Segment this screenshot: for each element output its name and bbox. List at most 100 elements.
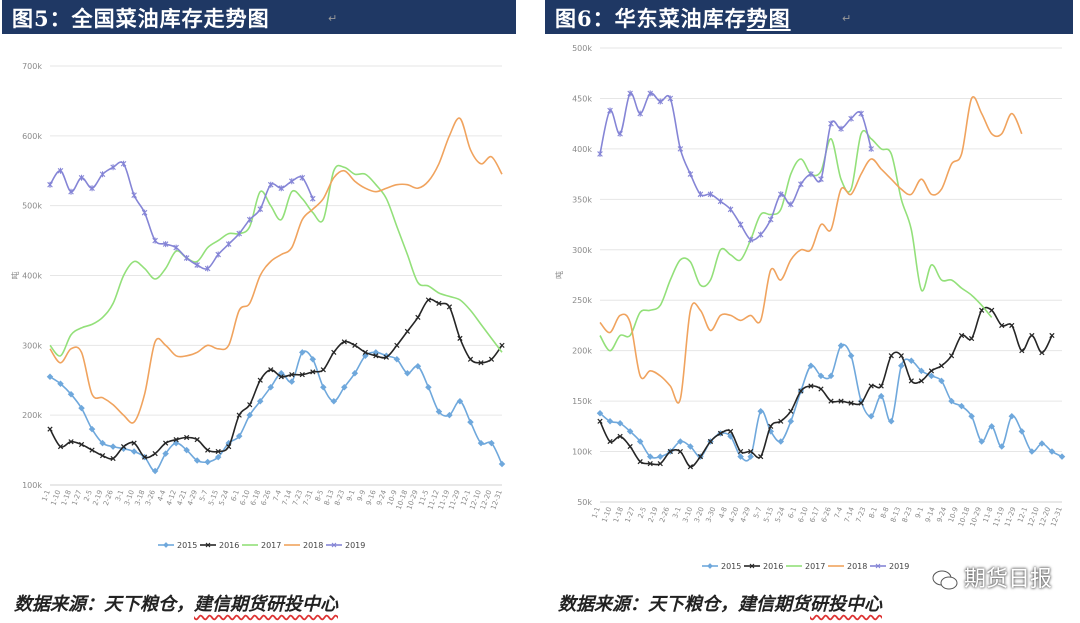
legend-label: 2016 xyxy=(219,541,239,550)
data-point xyxy=(67,390,75,398)
x-tick-label: 5-7 xyxy=(198,489,209,502)
y-tick-label: 700k xyxy=(22,62,42,71)
x-tick-label: 3-1 xyxy=(671,506,682,519)
x-tick-label: 8-23 xyxy=(901,506,914,524)
data-point xyxy=(607,438,613,445)
data-point xyxy=(47,181,53,188)
data-point xyxy=(257,206,264,213)
data-point xyxy=(89,447,95,453)
data-point xyxy=(747,453,754,460)
data-point xyxy=(888,418,895,425)
x-tick-label: 4-29 xyxy=(739,506,752,524)
x-tick-label: 7-4 xyxy=(272,488,284,502)
data-point xyxy=(737,448,744,455)
x-tick-label: 6-26 xyxy=(820,505,833,523)
data-point xyxy=(446,304,453,310)
data-point xyxy=(268,367,274,373)
x-tick-label: 4-4 xyxy=(156,488,168,502)
data-point xyxy=(597,418,603,424)
data-point xyxy=(78,174,85,181)
data-point xyxy=(278,185,285,192)
data-point xyxy=(173,244,179,251)
y-tick-label: 150k xyxy=(572,397,592,406)
data-point xyxy=(120,160,127,167)
legend: 2015 2016 2017 2018 2019 xyxy=(702,562,909,571)
y-tick-label: 100k xyxy=(572,448,592,457)
data-point xyxy=(597,150,603,157)
data-point xyxy=(968,412,975,420)
data-point xyxy=(657,453,664,460)
x-tick-label: 8-8 xyxy=(879,506,890,519)
data-point xyxy=(838,125,844,132)
data-point xyxy=(878,383,884,389)
data-point xyxy=(99,171,106,178)
data-point xyxy=(173,436,179,443)
data-point xyxy=(499,342,505,348)
data-point xyxy=(457,335,463,341)
data-point xyxy=(288,378,296,385)
data-point xyxy=(478,360,484,366)
data-point xyxy=(717,198,724,205)
x-tick-label: 2-5 xyxy=(82,489,93,502)
data-point xyxy=(204,265,211,272)
data-point xyxy=(808,171,814,178)
data-point xyxy=(152,237,158,244)
data-point xyxy=(194,436,200,443)
x-tick-label: 8-1 xyxy=(868,506,879,519)
data-point xyxy=(647,90,654,97)
data-point xyxy=(352,342,358,348)
data-point xyxy=(737,453,744,460)
data-point xyxy=(617,130,623,137)
legend: 2015 2016 2017 2018 2019 xyxy=(158,541,365,550)
data-point xyxy=(267,181,274,188)
data-point xyxy=(247,402,253,408)
data-point xyxy=(758,453,764,460)
data-point xyxy=(707,438,714,445)
data-source: 数据来源：天下粮仓，建信期货研投中心 xyxy=(14,590,338,616)
data-point xyxy=(867,412,875,420)
data-point xyxy=(310,195,316,202)
x-tick-label: 4-8 xyxy=(718,506,729,519)
data-point xyxy=(1009,322,1015,329)
data-point xyxy=(456,397,464,405)
x-tick-label: 1-1 xyxy=(40,489,51,502)
data-point xyxy=(267,383,274,391)
legend-label: 2018 xyxy=(303,541,323,550)
data-point xyxy=(687,171,694,178)
y-tick-label: 350k xyxy=(572,195,592,204)
data-point xyxy=(807,362,815,370)
data-point xyxy=(979,307,985,313)
data-point xyxy=(351,370,359,377)
data-point xyxy=(498,460,506,468)
x-tick-label: 1-27 xyxy=(624,506,637,524)
data-point xyxy=(989,307,995,313)
data-point xyxy=(788,408,794,414)
series-line-2019 xyxy=(49,161,314,270)
data-point xyxy=(847,352,855,359)
y-axis-label: 吨 xyxy=(10,272,20,280)
series-line-2017 xyxy=(599,129,993,352)
data-point xyxy=(627,443,633,450)
legend-label: 2018 xyxy=(847,562,867,571)
legend-label: 2017 xyxy=(805,562,825,571)
x-tick-label: 2-26 xyxy=(658,505,671,523)
data-point xyxy=(214,453,222,461)
data-point xyxy=(57,443,64,450)
data-point xyxy=(777,191,784,198)
data-point xyxy=(908,378,914,384)
series-2017 xyxy=(49,164,503,357)
data-point xyxy=(918,367,925,375)
data-point xyxy=(848,115,854,122)
data-point xyxy=(908,357,915,365)
data-point xyxy=(467,418,474,426)
data-point xyxy=(425,297,432,303)
legend-marker xyxy=(707,563,713,569)
data-point xyxy=(415,314,421,321)
data-point xyxy=(938,363,945,369)
data-point xyxy=(162,241,169,248)
data-point xyxy=(768,423,774,429)
y-tick-label: 200k xyxy=(22,411,42,420)
data-point xyxy=(163,440,169,446)
data-point xyxy=(236,230,242,237)
series-line-2019 xyxy=(599,92,872,241)
